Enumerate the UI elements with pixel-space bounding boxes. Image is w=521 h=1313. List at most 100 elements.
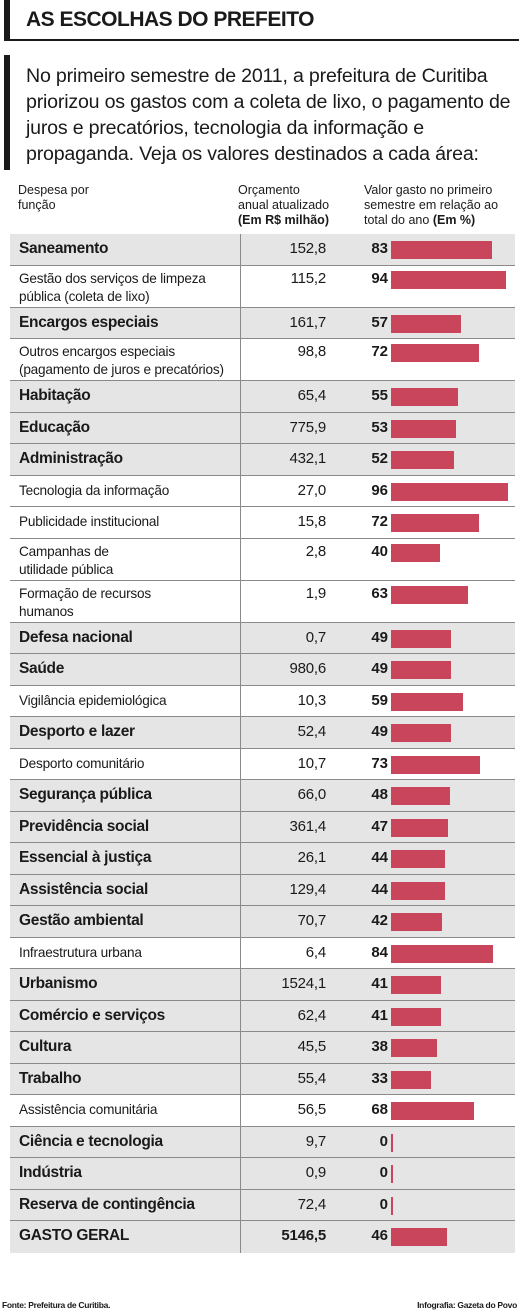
column-separator [240,1221,241,1253]
row-divider [10,999,515,1001]
table-row: GASTO GERAL 5146,5 46 [10,1221,515,1253]
percent-bar [391,451,454,469]
row-label: GASTO GERAL [19,1227,130,1244]
percent-bar [391,543,440,562]
column-separator [240,339,241,381]
budget-value: 15,8 [297,513,327,530]
column-separator [240,412,241,444]
row-label: Assistência comunitária [19,1102,158,1117]
percent-bar [391,692,463,711]
row-label: Gestão ambiental [19,912,144,929]
column-separator [240,937,241,969]
table-row: Infraestrutura urbana 6,4 84 [10,937,515,969]
percent-label: 55 [371,387,388,404]
percent-label: 41 [371,1006,388,1024]
budget-value: 26,1 [297,849,327,866]
percent-label: 41 [371,975,388,992]
column-separator [240,1032,241,1064]
percent-bar [391,629,451,648]
budget-value: 9,7 [305,1132,326,1150]
percent-label: 57 [371,313,388,331]
table-row: Defesa nacional 0,7 49 [10,622,515,654]
column-separator [240,1158,241,1190]
budget-value: 5146,5 [281,1227,326,1244]
column-separator [240,1189,241,1221]
row-background [10,1158,515,1190]
percent-bar [391,850,445,868]
row-label: Essencial à justiça [19,849,152,866]
column-separator [240,685,241,717]
credit-note: Infografia: Gazeta do Povo [417,1300,517,1310]
column-separator [240,1063,241,1095]
percent-label: 42 [371,912,388,929]
budget-value: 55,4 [297,1069,327,1087]
row-divider [10,306,515,308]
table-row: Encargos especiais 161,7 57 [10,307,515,339]
column-separator [240,234,241,266]
chart-title: AS ESCOLHAS DO PREFEITO [26,8,315,31]
percent-bar [391,661,451,679]
row-label: Assistência social [19,880,149,898]
intro-text: No primeiro semestre de 2011, a prefeitu… [26,65,511,165]
budget-value: 70,7 [297,912,327,929]
percent-bar [391,1070,431,1089]
percent-label: 49 [371,723,388,740]
budget-value: 1524,1 [281,975,326,992]
column-separator [240,969,241,1001]
percent-bar [391,388,458,406]
row-label: Infraestrutura urbana [19,944,142,960]
table-row: Gestão ambiental 70,7 42 [10,906,515,938]
table-row: Tecnologia da informação 27,0 96 [10,475,515,507]
percent-bar [391,944,493,963]
percent-bar [391,514,479,532]
budget-value: 0,9 [305,1164,326,1181]
row-divider [10,684,515,686]
percent-label: 68 [371,1101,388,1118]
column-separator [240,1126,241,1158]
budget-value: 775,9 [289,418,326,436]
percent-label: 0 [379,1132,388,1150]
column-separator [240,1000,241,1032]
table-row: Indústria 0,9 0 [10,1158,515,1190]
percent-label: 48 [371,786,388,803]
row-divider [10,1157,515,1158]
row-divider [10,380,515,381]
table-row: Outros encargos especiais (pagamento de … [10,339,515,381]
percent-bar [391,482,508,501]
table-row: Essencial à justiça 26,1 44 [10,843,515,875]
row-divider [10,1125,515,1127]
row-label: Trabalho [19,1069,82,1087]
row-label: Urbanismo [19,975,98,992]
percent-bar [391,1007,441,1026]
row-label: Comércio e serviços [19,1006,165,1024]
column-header-spent-label: Valor gasto no primeiro semestre em rela… [364,183,499,227]
percent-bar [391,314,461,333]
percent-bar [391,344,479,362]
row-label: Outros encargos especiais (pagamento de … [19,344,224,377]
table-row: Urbanismo 1524,1 41 [10,969,515,1001]
percent-label: 46 [371,1227,388,1244]
row-divider [10,443,515,444]
table-row: Vigilância epidemiológica 10,3 59 [10,685,515,717]
table-row: Assistência social 129,4 44 [10,874,515,906]
percent-label: 49 [371,628,388,646]
budget-value: 115,2 [290,269,327,287]
row-background [10,1126,515,1158]
row-divider [10,264,515,266]
table-row: Segurança pública 66,0 48 [10,780,515,812]
row-label: Formação de recursos humanos [19,585,151,619]
percent-bar [391,585,468,604]
column-separator [240,717,241,749]
row-divider [10,747,515,749]
source-note: Fonte: Prefeitura de Curitiba. [2,1300,111,1310]
percent-bar [391,1165,393,1183]
budget-value: 10,3 [297,691,327,709]
row-label: Desporto comunitário [19,755,145,771]
percent-label: 52 [371,450,388,467]
row-divider [10,506,515,507]
budget-value: 1,9 [305,584,326,602]
percent-label: 63 [371,584,388,602]
percent-bar [391,818,448,837]
table-row: Comércio e serviços 62,4 41 [10,1000,515,1032]
row-label: Saúde [19,660,65,677]
